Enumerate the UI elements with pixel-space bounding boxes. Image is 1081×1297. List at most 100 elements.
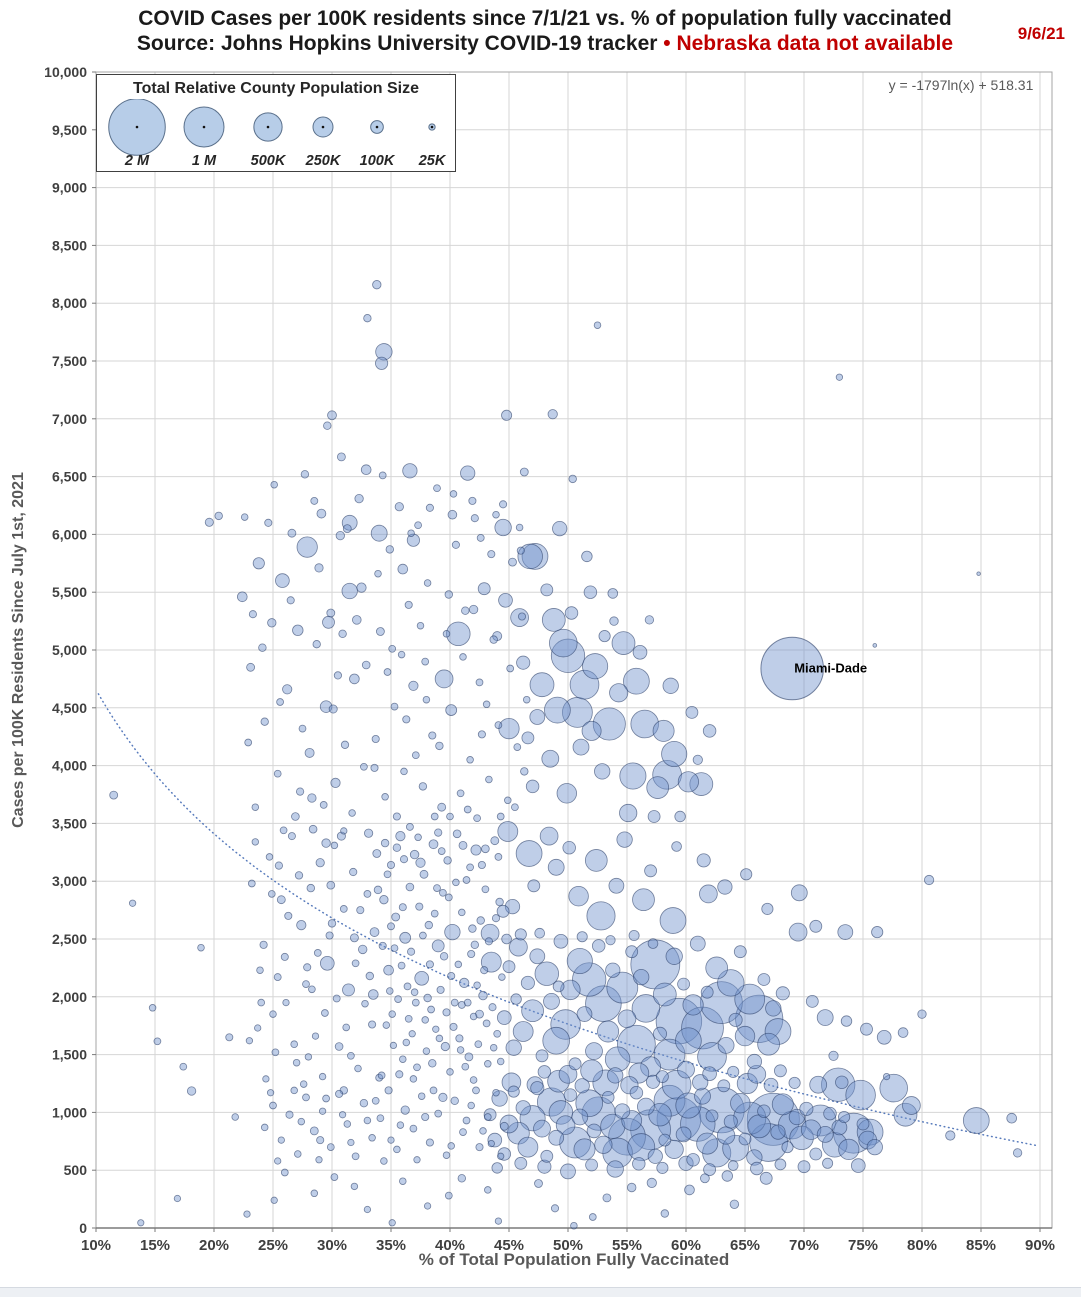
county-bubble [304, 747, 315, 758]
county-bubble [505, 1039, 522, 1056]
x-tick-label: 55% [612, 1237, 642, 1254]
county-bubble [592, 1069, 620, 1097]
county-bubble [511, 803, 519, 812]
county-bubble [439, 888, 447, 897]
county-bubble [437, 847, 446, 855]
county-bubble [879, 1073, 908, 1103]
county-bubble [361, 660, 371, 670]
county-bubble [763, 1077, 779, 1093]
county-bubble [499, 1114, 519, 1134]
county-bubble [339, 905, 348, 913]
county-bubble [759, 1171, 773, 1185]
county-bubble [593, 321, 602, 329]
county-bubble [411, 998, 420, 1007]
county-bubble [757, 1104, 771, 1118]
county-bubble [774, 1064, 787, 1078]
county-bubble [586, 901, 616, 931]
county-bubble [499, 500, 508, 509]
county-bubble [296, 787, 305, 796]
county-bubble [246, 662, 256, 672]
county-bubble [394, 995, 402, 1003]
county-bubble [563, 1088, 578, 1102]
county-bubble [321, 838, 331, 848]
county-bubble [775, 986, 790, 1001]
county-bubble [388, 1219, 396, 1227]
x-tick-label: 85% [966, 1237, 996, 1254]
county-bubble [459, 653, 467, 661]
county-bubble [594, 763, 611, 780]
county-bubble [468, 924, 477, 933]
county-bubble [262, 1075, 270, 1083]
y-tick-label: 2,500 [52, 931, 87, 947]
county-bubble [456, 789, 465, 798]
county-bubble [446, 1068, 454, 1076]
county-bubble [520, 975, 535, 990]
county-bubble [550, 1009, 581, 1040]
county-bubble [371, 1096, 380, 1105]
county-bubble [632, 644, 648, 660]
county-bubble [837, 924, 854, 940]
county-bubble [700, 981, 743, 1024]
county-bubble [496, 904, 510, 918]
county-bubble [659, 907, 687, 934]
county-bubble [455, 1034, 464, 1043]
county-bubble [400, 1105, 410, 1115]
county-bubble [1012, 1148, 1023, 1158]
county-bubble [421, 1112, 430, 1122]
county-bubble [312, 640, 321, 649]
bottom-strip [0, 1287, 1081, 1297]
county-bubble [428, 839, 439, 850]
county-bubble [414, 833, 422, 842]
county-bubble [646, 776, 670, 799]
county-bubble [276, 895, 286, 905]
county-bubble [446, 812, 454, 821]
county-bubble [443, 856, 452, 865]
county-bubble [179, 1062, 188, 1071]
county-bubble [316, 1136, 325, 1145]
county-bubble [515, 1100, 531, 1116]
county-bubble [602, 1137, 633, 1169]
county-bubble [444, 893, 453, 902]
county-bubble [363, 1205, 372, 1214]
county-bubble [296, 536, 318, 558]
county-bubble [311, 1032, 320, 1040]
county-bubble [444, 1191, 453, 1200]
county-bubble [375, 343, 393, 361]
date-label: 9/6/21 [1017, 24, 1065, 43]
county-bubble [333, 671, 342, 680]
y-tick-label: 9,500 [52, 122, 87, 138]
county-bubble [423, 579, 432, 587]
x-tick-label: 80% [907, 1237, 937, 1254]
y-tick-label: 3,000 [52, 873, 87, 889]
chart-title: COVID Cases per 100K residents since 7/1… [138, 7, 952, 30]
county-bubble [463, 805, 472, 814]
county-bubble [479, 1127, 487, 1135]
county-bubble [797, 1160, 811, 1174]
legend-center-dot [321, 125, 325, 129]
county-bubble [560, 1163, 576, 1180]
county-bubble [757, 1032, 780, 1056]
county-bubble [568, 1057, 582, 1071]
county-bubble [828, 1050, 839, 1061]
county-bubble [507, 1085, 520, 1098]
county-bubble [389, 1041, 398, 1050]
county-bubble [534, 1179, 543, 1188]
legend-center-dot [266, 125, 270, 129]
y-tick-label: 0 [79, 1220, 87, 1236]
county-bubble [408, 1030, 416, 1038]
county-bubble [535, 1049, 549, 1063]
county-bubble [421, 657, 430, 666]
miami-dade-bubble [760, 636, 824, 701]
county-bubble [352, 615, 362, 625]
county-bubble [491, 1162, 503, 1174]
county-bubble [381, 793, 389, 801]
county-bubble [677, 977, 690, 991]
county-bubble [414, 970, 430, 986]
county-bubble [492, 510, 500, 519]
county-bubble [498, 718, 520, 740]
county-bubble [438, 1092, 448, 1102]
county-bubble [318, 1072, 327, 1081]
county-bubble [522, 695, 531, 704]
county-bubble [306, 883, 315, 893]
